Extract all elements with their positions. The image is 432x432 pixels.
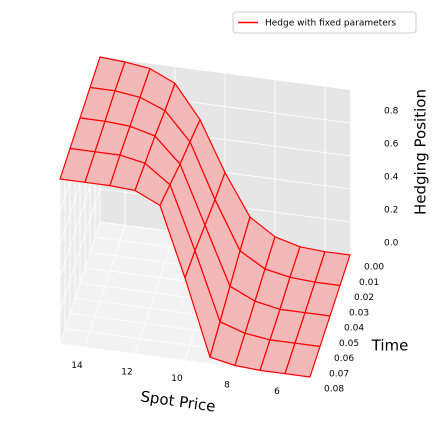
z-tick-label: 0.6 <box>384 140 399 150</box>
x-tick-label: 12 <box>121 367 132 377</box>
legend: Hedge with fixed parameters <box>232 11 417 34</box>
surface <box>59 56 351 378</box>
z-tick-label: 0.0 <box>384 239 399 249</box>
y-axis-label: Time <box>371 337 409 355</box>
y-tick-label: 0.04 <box>344 324 364 334</box>
grid-line <box>59 188 101 312</box>
x-tick-label: 10 <box>171 374 183 384</box>
y-tick-label: 0.07 <box>329 369 349 379</box>
y-tick-label: 0.00 <box>364 263 384 273</box>
surface-cell <box>284 342 321 378</box>
y-tick-label: 0.08 <box>324 385 344 395</box>
x-tick-label: 6 <box>274 387 280 397</box>
grid-line <box>59 221 101 345</box>
labels: 6 8 10 12 14 0.00 0.01 0.02 0.03 0.04 0.05 0.06 0.07… <box>71 107 398 398</box>
y-tick-label: 0.03 <box>349 308 369 318</box>
y-tick-label: 0.02 <box>354 293 374 303</box>
z-tick-label: 0.2 <box>384 206 398 216</box>
z-axis-label: Hedging Position <box>412 89 430 215</box>
z-tick-label: 0.8 <box>384 107 399 117</box>
y-tick-label: 0.05 <box>339 339 359 349</box>
z-tick-label: 0.4 <box>384 173 399 183</box>
x-axis-label: Spot Price <box>139 387 216 415</box>
y-tick-label: 0.06 <box>334 354 354 364</box>
y-tick-label: 0.01 <box>359 278 379 288</box>
legend-box <box>232 11 417 34</box>
x-tick-label: 8 <box>224 381 230 391</box>
x-tick-label: 14 <box>71 361 83 371</box>
legend-label: Hedge with fixed parameters <box>265 19 396 29</box>
